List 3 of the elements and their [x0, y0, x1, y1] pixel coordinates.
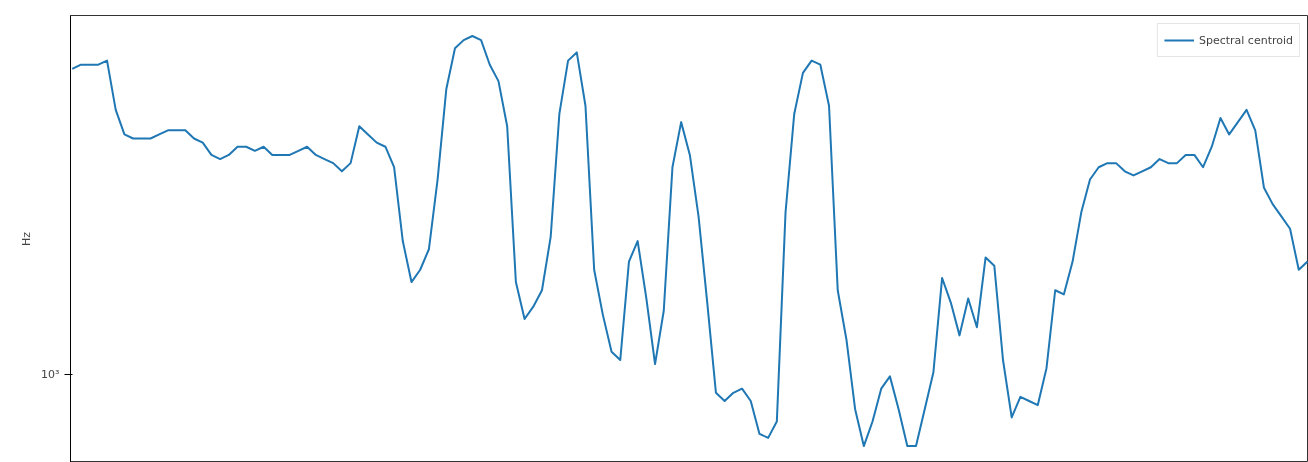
- text: 10³: [41, 368, 60, 382]
- legend-label: Spectral centroid: [1198, 33, 1293, 47]
- y-axis-title: Hz: [20, 231, 34, 247]
